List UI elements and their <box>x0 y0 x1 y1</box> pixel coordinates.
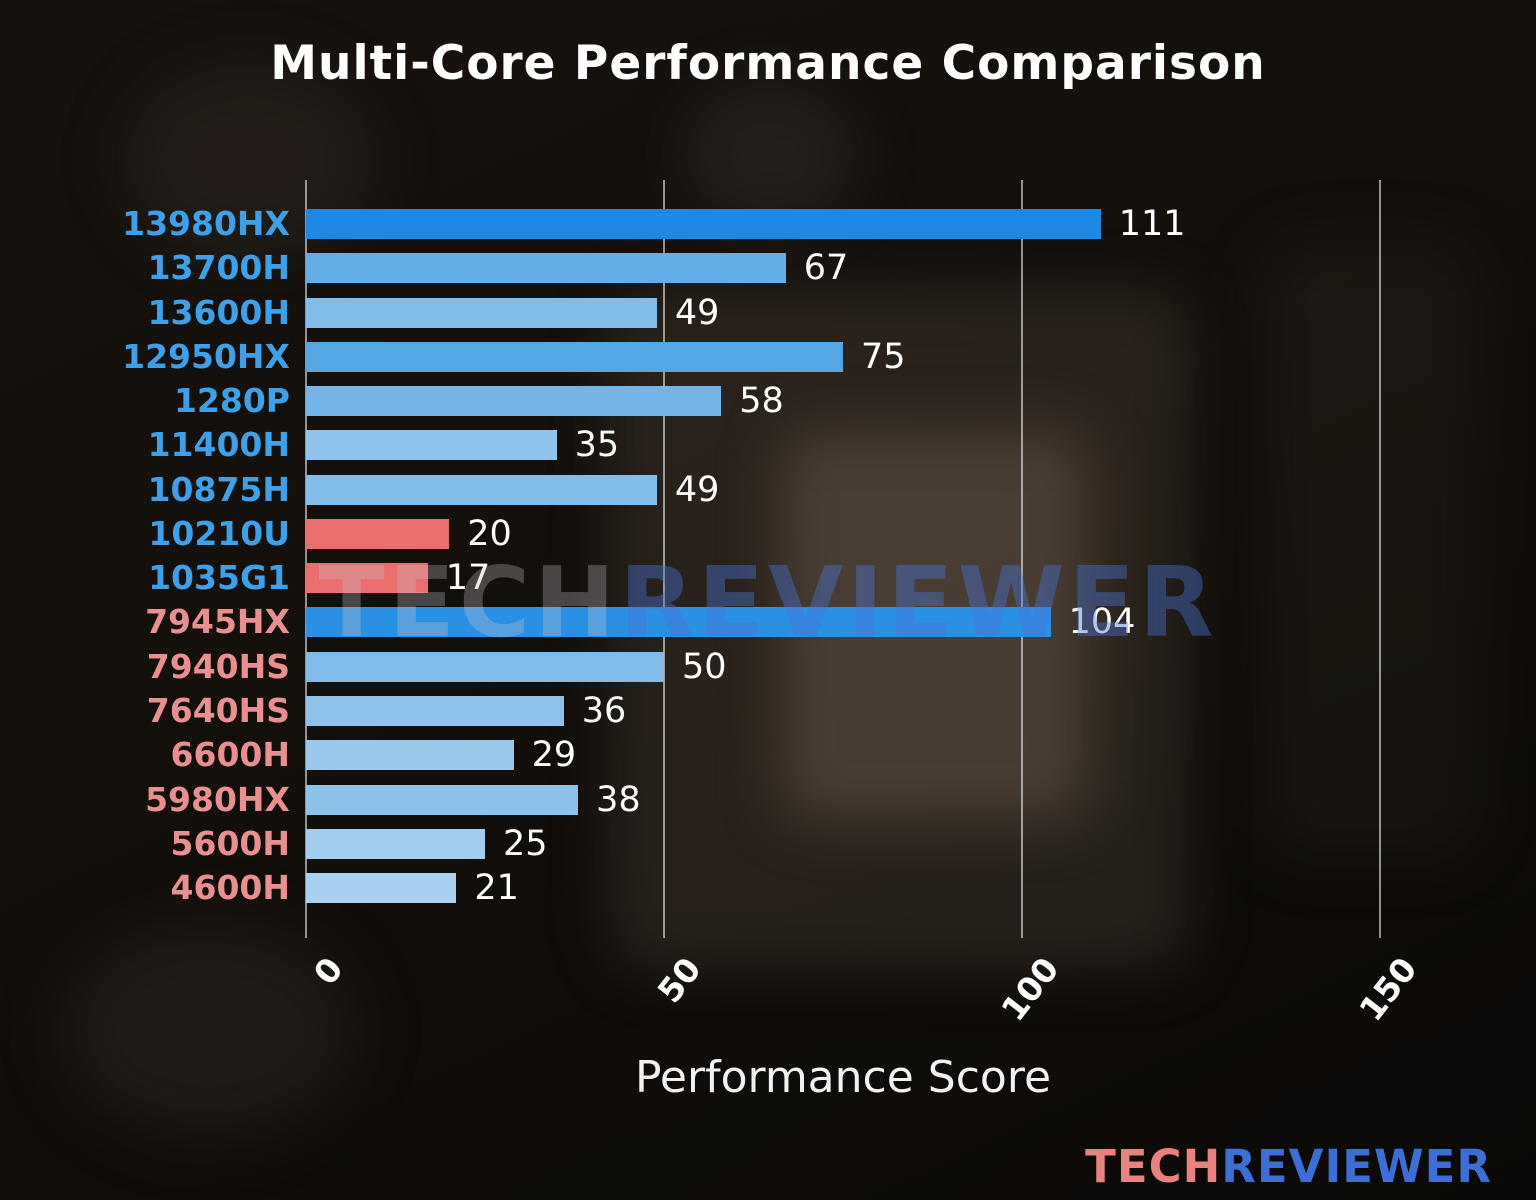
bar-value-label: 75 <box>861 336 906 377</box>
y-tick-label: 10875H <box>147 469 290 509</box>
y-tick-label: 4600H <box>170 868 290 908</box>
y-tick-label: 7640HS <box>146 690 290 730</box>
y-tick-label: 7940HS <box>146 646 290 686</box>
bar <box>306 828 485 859</box>
y-tick-label: 1035G1 <box>148 558 290 598</box>
bar-value-label: 50 <box>682 646 727 687</box>
background-bokeh-4 <box>1260 240 1480 860</box>
bar <box>306 253 786 284</box>
bar <box>306 784 579 815</box>
bar-value-label: 104 <box>1068 602 1136 643</box>
gridline-50 <box>663 180 665 938</box>
gridline-150 <box>1379 180 1381 938</box>
y-tick-label: 1280P <box>173 381 290 421</box>
bar <box>306 740 514 771</box>
bar-value-label: 35 <box>574 425 620 466</box>
y-tick-label: 10210U <box>148 513 290 553</box>
y-tick-label: 12950HX <box>122 336 290 376</box>
background-bokeh-2 <box>680 80 860 230</box>
bar-value-label: 38 <box>596 779 641 820</box>
y-tick-label: 5600H <box>170 823 290 863</box>
y-tick-label: 13980HX <box>122 204 290 243</box>
bar <box>306 518 450 549</box>
logo-reviewer-text: REVIEWER <box>1221 1140 1492 1193</box>
bar-value-label: 49 <box>674 292 720 333</box>
bar-value-label: 20 <box>467 513 512 554</box>
logo-tech-text: TECH <box>1085 1140 1222 1193</box>
bar <box>306 386 722 417</box>
bar-value-label: 25 <box>503 823 548 864</box>
x-axis-label: Performance Score <box>634 1052 1052 1103</box>
bar-value-label: 111 <box>1118 204 1186 244</box>
bar-value-label: 21 <box>474 868 519 909</box>
bar <box>306 430 557 461</box>
bar-value-label: 17 <box>445 558 491 599</box>
bar <box>306 474 657 505</box>
bar <box>306 341 843 372</box>
bar-value-label: 49 <box>674 469 720 510</box>
y-tick-label: 13600H <box>147 292 290 332</box>
bar <box>306 695 564 726</box>
background-bokeh-3 <box>60 920 360 1140</box>
brand-logo: TECHREVIEWER <box>1085 1140 1492 1193</box>
bar <box>306 873 457 904</box>
bar <box>306 607 1051 638</box>
chart-title: Multi-Core Performance Comparison <box>270 36 1266 91</box>
gridline-0 <box>305 180 307 938</box>
bar-value-label: 58 <box>739 381 784 422</box>
bar-value-label: 67 <box>803 248 849 289</box>
bar <box>306 563 428 594</box>
bar-value-label: 29 <box>531 735 577 776</box>
y-tick-label: 11400H <box>147 425 290 465</box>
y-tick-label: 7945HX <box>145 602 290 642</box>
y-tick-label: 6600H <box>170 735 290 775</box>
bar <box>306 209 1101 239</box>
gridline-100 <box>1021 180 1023 938</box>
y-tick-label: 13700H <box>147 248 290 288</box>
bar-value-label: 36 <box>581 690 627 731</box>
y-tick-label: 5980HX <box>145 779 290 819</box>
bar <box>306 297 657 328</box>
bar <box>306 651 664 682</box>
